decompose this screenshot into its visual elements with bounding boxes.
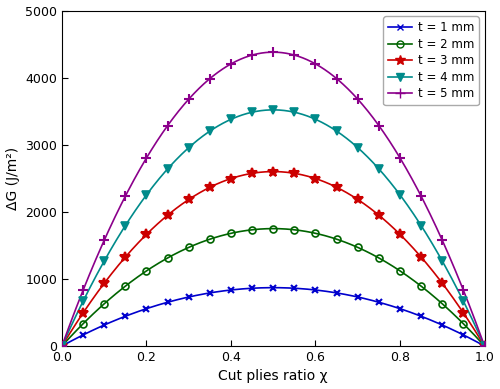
- X-axis label: Cut plies ratio χ: Cut plies ratio χ: [218, 370, 328, 384]
- Legend: t = 1 mm, t = 2 mm, t = 3 mm, t = 4 mm, t = 5 mm: t = 1 mm, t = 2 mm, t = 3 mm, t = 4 mm, …: [384, 16, 478, 105]
- Y-axis label: ΔG (J/m²): ΔG (J/m²): [6, 147, 20, 210]
